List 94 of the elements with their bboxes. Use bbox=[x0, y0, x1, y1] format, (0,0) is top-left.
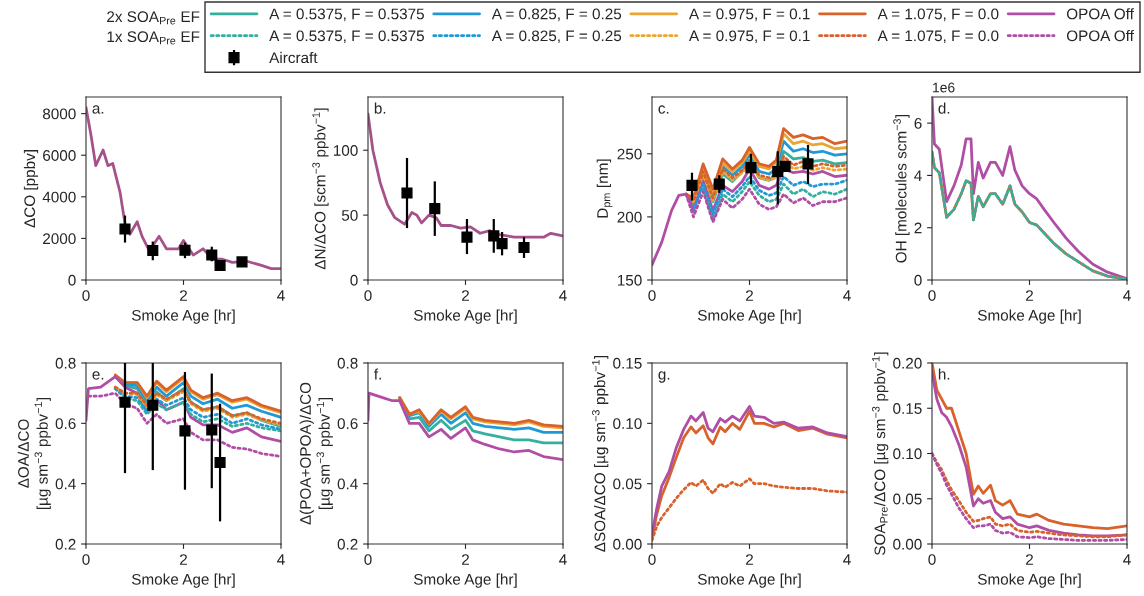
y-tick-label: 8000 bbox=[42, 108, 76, 120]
chart-title: e. bbox=[92, 371, 104, 380]
y-tick-label: 0.8 bbox=[337, 357, 358, 369]
y-tick-label: 150 bbox=[617, 274, 642, 286]
x-tick-label: 4 bbox=[1123, 290, 1131, 301]
y-axis-title: ΔN/ΔCO [scm$^{−3}$ ppbv$^{−1}$] bbox=[312, 108, 329, 270]
x-tick-label: 2 bbox=[462, 554, 469, 565]
x-tick-label: 0 bbox=[82, 554, 90, 565]
chart-title: c. bbox=[658, 105, 669, 114]
y-tick-label: 0.05 bbox=[613, 478, 642, 490]
y-tick-label: 0.15 bbox=[613, 357, 642, 369]
x-tick-label: 4 bbox=[559, 554, 567, 565]
x-tick-label: 2 bbox=[180, 290, 187, 301]
x-tick-label: 0 bbox=[928, 554, 936, 565]
text: 1e6 bbox=[933, 82, 955, 93]
legend-label: A = 1.075, F = 0.0 bbox=[877, 30, 999, 44]
legend-label: A = 0.5375, F = 0.5375 bbox=[269, 8, 424, 22]
x-tick-label: 2 bbox=[1026, 554, 1033, 565]
x-tick-label: 0 bbox=[648, 554, 656, 565]
y-tick-label: 100 bbox=[333, 145, 358, 156]
y-tick-label: 4000 bbox=[42, 191, 76, 203]
y-tick-label: 50 bbox=[341, 209, 358, 221]
y-tick-label: 0 bbox=[68, 274, 76, 286]
x-tick-label: 0 bbox=[648, 290, 656, 301]
x-tick-label: 0 bbox=[928, 290, 936, 301]
y-axis-title: OH [molecules scm$^{−3}$] bbox=[893, 114, 910, 263]
y-tick-label: 2 bbox=[914, 222, 922, 234]
y-tick-label: 0.2 bbox=[55, 538, 76, 550]
chart-title: a. bbox=[92, 105, 104, 114]
legend-label: A = 0.825, F = 0.25 bbox=[491, 30, 622, 44]
text: 1x SOA$_{Pre}$ EF bbox=[107, 31, 200, 45]
legend-label: A = 0.825, F = 0.25 bbox=[491, 8, 622, 22]
y-tick-label: 0.20 bbox=[893, 357, 922, 369]
y-tick-label: 200 bbox=[617, 211, 642, 223]
y-axis-title: SOA$_{Pre}$/ΔCO [µg sm$^{−3}$ ppbv$^{−1}$] bbox=[872, 352, 889, 556]
legend-label: OPOA Off bbox=[1066, 8, 1134, 20]
legend-label: Aircraft bbox=[269, 51, 318, 64]
y-tick-label: 0.8 bbox=[55, 357, 76, 369]
x-axis-title: Smoke Age [hr] bbox=[413, 309, 517, 324]
legend-label: A = 0.975, F = 0.1 bbox=[688, 30, 810, 44]
x-axis-title: Smoke Age [hr] bbox=[977, 309, 1081, 324]
y-tick-label: 0.00 bbox=[893, 538, 922, 550]
y-tick-label: 0.00 bbox=[613, 538, 642, 550]
x-axis-title: Smoke Age [hr] bbox=[131, 309, 235, 324]
x-axis-title: Smoke Age [hr] bbox=[697, 309, 801, 324]
y-axis-title: ΔSOA/ΔCO [µg sm$^{−3}$ ppbv$^{−1}$] bbox=[592, 355, 609, 552]
y-tick-label: 0.4 bbox=[337, 478, 358, 490]
y-tick-label: 2000 bbox=[43, 233, 76, 245]
x-axis-title: Smoke Age [hr] bbox=[131, 573, 235, 588]
y-axis-title: D$_{pm}$ [nm] bbox=[596, 159, 613, 218]
x-tick-label: 4 bbox=[559, 290, 567, 301]
y-tick-label: 0.05 bbox=[893, 493, 922, 505]
x-tick-label: 0 bbox=[364, 290, 372, 301]
text: 2x SOA$_{Pre}$ EF bbox=[107, 11, 200, 25]
y-tick-label: 250 bbox=[617, 148, 642, 160]
legend-label: OPOA Off bbox=[1066, 30, 1134, 42]
x-tick-label: 4 bbox=[843, 554, 851, 565]
y-tick-label: 6000 bbox=[43, 150, 76, 161]
y-tick-label: 0.6 bbox=[337, 418, 358, 430]
legend-label: A = 0.975, F = 0.1 bbox=[688, 8, 810, 22]
x-tick-label: 4 bbox=[277, 554, 285, 565]
chart-title: d. bbox=[938, 102, 950, 114]
y-tick-label: 0.15 bbox=[893, 403, 922, 414]
x-axis-title: Smoke Age [hr] bbox=[413, 573, 517, 588]
legend-label: A = 1.075, F = 0.0 bbox=[877, 8, 999, 22]
chart-title: g. bbox=[658, 371, 670, 383]
x-tick-label: 2 bbox=[1026, 290, 1033, 301]
y-axis-title: Δ(POA+OPOA)/ΔCO [µg sm$^{−3}$ ppbv$^{−1}$] bbox=[299, 382, 333, 525]
y-tick-label: 0.6 bbox=[55, 418, 76, 430]
x-tick-label: 0 bbox=[364, 554, 372, 565]
y-tick-label: 0.10 bbox=[613, 418, 642, 430]
y-tick-label: 0 bbox=[914, 274, 922, 286]
x-tick-label: 4 bbox=[277, 290, 285, 301]
legend-label: A = 0.5375, F = 0.5375 bbox=[269, 30, 424, 44]
chart-title: f. bbox=[374, 368, 381, 380]
chart-title: h. bbox=[938, 368, 950, 380]
y-axis-title: ΔCO [ppbv] bbox=[23, 150, 39, 228]
x-axis-title: Smoke Age [hr] bbox=[977, 573, 1081, 588]
x-tick-label: 2 bbox=[746, 290, 753, 301]
y-tick-label: 0 bbox=[350, 274, 358, 286]
y-tick-label: 0.4 bbox=[55, 478, 76, 490]
y-axis-title: ΔOA/ΔCO [µg sm$^{−3}$ ppbv$^{−1}$] bbox=[17, 398, 51, 510]
x-tick-label: 4 bbox=[843, 290, 851, 301]
chart-title: b. bbox=[374, 102, 386, 114]
x-tick-label: 2 bbox=[746, 554, 753, 565]
y-tick-label: 4 bbox=[914, 170, 922, 181]
x-tick-label: 4 bbox=[1123, 554, 1131, 565]
x-axis-title: Smoke Age [hr] bbox=[697, 573, 801, 588]
y-tick-label: 0.2 bbox=[337, 538, 358, 550]
y-tick-label: 6 bbox=[914, 118, 922, 129]
x-tick-label: 0 bbox=[82, 290, 90, 301]
x-tick-label: 2 bbox=[462, 290, 469, 301]
x-tick-label: 2 bbox=[180, 554, 187, 565]
y-tick-label: 0.10 bbox=[893, 448, 922, 460]
